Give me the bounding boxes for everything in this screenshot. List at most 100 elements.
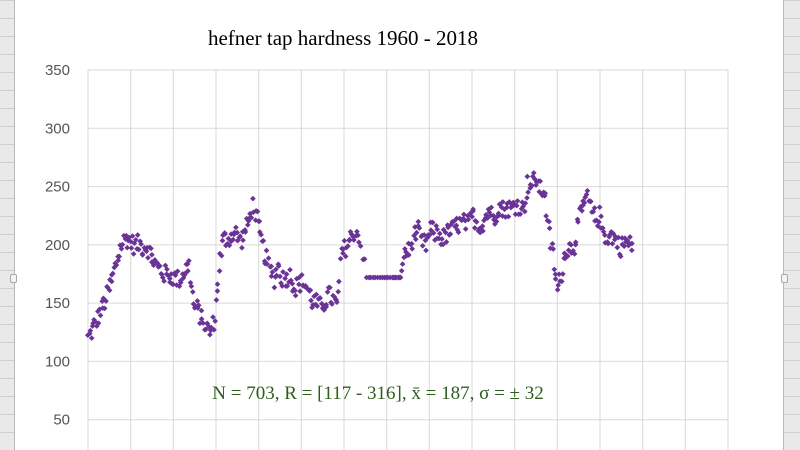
data-point	[429, 219, 436, 226]
data-point	[409, 245, 416, 252]
data-point	[145, 254, 151, 261]
data-point	[341, 237, 348, 244]
data-point	[419, 242, 426, 249]
chart-frame[interactable]	[14, 0, 784, 450]
data-point	[207, 331, 213, 338]
data-point	[323, 301, 330, 308]
data-point	[95, 320, 102, 327]
data-point	[571, 251, 578, 257]
data-point	[139, 252, 146, 258]
data-point	[216, 268, 223, 274]
data-point	[177, 279, 184, 286]
data-point	[314, 303, 321, 309]
data-point	[397, 274, 404, 281]
data-point	[453, 222, 460, 229]
data-point	[195, 302, 202, 309]
data-point	[405, 252, 412, 258]
data-point	[517, 211, 524, 217]
data-point	[240, 237, 246, 244]
y-tick-label: 250	[45, 179, 70, 196]
data-point	[129, 233, 136, 239]
data-point	[442, 229, 449, 236]
resize-handle-right[interactable]	[781, 274, 788, 283]
data-point	[283, 271, 290, 278]
data-point	[447, 231, 454, 237]
data-point	[116, 253, 123, 260]
data-point	[453, 215, 460, 222]
data-point	[280, 269, 286, 275]
data-point	[443, 239, 450, 245]
data-point	[218, 252, 225, 259]
data-point	[219, 237, 226, 244]
data-point	[345, 243, 351, 249]
data-point	[445, 224, 451, 231]
data-point	[237, 233, 243, 240]
data-point	[579, 207, 585, 214]
data-point	[556, 271, 562, 278]
data-point	[130, 251, 137, 257]
data-point	[148, 245, 154, 252]
data-point	[101, 305, 108, 312]
data-point	[230, 236, 236, 243]
data-point	[335, 288, 342, 295]
data-point	[275, 263, 282, 269]
data-point	[465, 216, 472, 223]
data-point	[615, 234, 622, 241]
data-point	[621, 243, 628, 250]
data-point	[329, 301, 335, 307]
data-point	[336, 278, 342, 285]
data-point	[555, 282, 562, 289]
data-point	[572, 239, 579, 246]
data-point	[581, 199, 588, 206]
data-point	[513, 202, 520, 209]
data-point	[355, 232, 361, 239]
data-point	[119, 241, 126, 248]
data-point	[552, 271, 559, 278]
data-point	[564, 253, 571, 259]
data-point	[512, 211, 519, 218]
data-point	[334, 299, 340, 306]
data-point	[537, 178, 544, 185]
data-point	[103, 298, 109, 304]
data-point	[132, 236, 139, 243]
data-point	[292, 292, 299, 299]
data-point	[213, 297, 220, 303]
data-point	[462, 226, 469, 232]
data-point	[106, 287, 113, 294]
data-point	[211, 326, 217, 333]
data-point	[469, 213, 475, 220]
data-point	[260, 237, 267, 244]
data-point	[554, 286, 561, 293]
data-point	[596, 204, 603, 211]
data-point	[550, 246, 557, 252]
data-point	[313, 291, 320, 298]
data-point	[488, 204, 495, 211]
data-point	[308, 297, 314, 304]
resize-handle-left[interactable]	[10, 274, 17, 283]
data-point	[172, 272, 179, 279]
data-point	[161, 278, 167, 284]
data-point	[174, 268, 181, 275]
data-point	[287, 266, 293, 273]
data-point	[601, 232, 608, 238]
data-point	[265, 255, 272, 262]
data-point	[307, 287, 314, 294]
data-point	[471, 225, 478, 231]
data-point	[279, 283, 286, 289]
data-point	[118, 245, 125, 252]
data-point	[628, 247, 635, 254]
data-point	[413, 229, 420, 236]
data-point	[439, 236, 445, 242]
data-point	[596, 219, 602, 225]
data-point	[587, 198, 594, 205]
data-point	[269, 269, 276, 275]
data-point	[258, 231, 264, 238]
data-point	[268, 273, 275, 280]
data-point	[480, 228, 486, 234]
data-point	[256, 218, 263, 225]
data-point	[268, 263, 275, 270]
data-point	[361, 256, 368, 262]
data-point	[524, 173, 531, 180]
data-point	[226, 242, 233, 249]
data-point	[412, 236, 419, 243]
